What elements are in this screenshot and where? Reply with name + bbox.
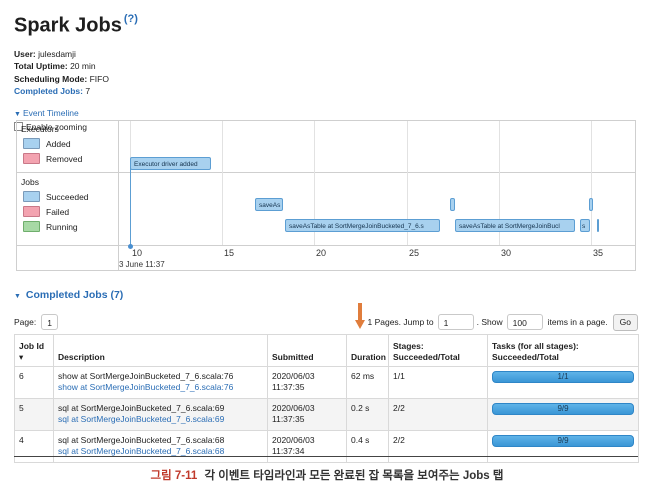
completed-jobs-link[interactable]: Completed Jobs: [14, 86, 83, 97]
job-id-cell: 6 [14, 366, 54, 399]
enable-zooming-option[interactable]: Enable zooming [14, 121, 640, 133]
scheduling-mode-value: FIFO [89, 73, 109, 84]
figure-caption-text: 각 이벤트 타임라인과 모든 완료된 잡 목록을 보여주는 Jobs 탭 [204, 470, 504, 482]
executors-group-title: Executors [21, 124, 59, 134]
timeline-legend-panel: Executors Added Removed Jobs Succeeded F… [17, 121, 119, 270]
table-row: 4 sql at SortMergeJoinBucketed_7_6.scala… [14, 430, 639, 463]
job-description-link[interactable]: show at SortMergeJoinBucketed_7_6.scala:… [58, 382, 234, 392]
tasks-cell: 1/1 [487, 366, 639, 399]
failed-swatch [23, 206, 40, 217]
job-bar[interactable]: saveAsTable at SortMergeJoinBucketed_7_6… [285, 219, 440, 232]
job-bar[interactable]: saveAs [255, 198, 283, 211]
page-size-input[interactable]: 100 [506, 314, 543, 330]
jobs-group-title: Jobs [21, 177, 39, 187]
page-number-button[interactable]: 1 [41, 314, 58, 330]
grid-line [499, 121, 500, 245]
tasks-cell: 9/9 [487, 430, 639, 463]
figure-caption: 그림 7-11 각 이벤트 타임라인과 모든 완료된 잡 목록을 보여주는 Jo… [0, 467, 654, 483]
figure-bottom-rule [14, 456, 638, 457]
job-bar[interactable] [597, 219, 599, 232]
grid-line [591, 121, 592, 245]
job-bar[interactable] [589, 198, 593, 211]
duration-cell: 0.4 s [346, 430, 389, 463]
tasks-progress-bar: 9/9 [492, 435, 634, 447]
timeline-group-divider [17, 172, 635, 173]
axis-tick-label: 15 [224, 248, 235, 258]
table-row: 5 sql at SortMergeJoinBucketed_7_6.scala… [14, 398, 639, 431]
completed-jobs-count: 7 [85, 86, 91, 97]
submitted-cell: 2020/06/03 11:37:35 [267, 398, 347, 431]
go-button[interactable]: Go [612, 313, 638, 331]
stages-cell: 1/1 [388, 366, 488, 399]
user-value: julesdamji [38, 48, 76, 59]
executor-added-event[interactable]: Executor driver added [130, 157, 211, 170]
arrow-down-icon [355, 303, 365, 331]
column-submitted[interactable]: Submitted [267, 334, 347, 367]
job-id-cell: 5 [14, 398, 54, 431]
axis-tick-label: 30 [501, 248, 512, 258]
legend-removed: Removed [23, 153, 82, 164]
description-cell: sql at SortMergeJoinBucketed_7_6.scala:6… [53, 430, 268, 463]
page-title: Spark Jobs (?) [14, 13, 138, 37]
column-duration[interactable]: Duration [346, 334, 389, 367]
timeline-axis-divider [17, 245, 635, 246]
description-cell: sql at SortMergeJoinBucketed_7_6.scala:6… [53, 398, 268, 431]
succeeded-swatch [23, 191, 40, 202]
added-swatch [23, 138, 40, 149]
stages-cell: 2/2 [388, 398, 488, 431]
tasks-progress-bar: 9/9 [492, 403, 634, 415]
completed-jobs-table: Job Id ▾ Description Submitted Duration … [14, 334, 639, 463]
legend-succeeded: Succeeded [23, 191, 89, 202]
job-description-link[interactable]: sql at SortMergeJoinBucketed_7_6.scala:6… [58, 414, 225, 424]
job-bar[interactable] [450, 198, 455, 211]
job-description-link[interactable]: sql at SortMergeJoinBucketed_7_6.scala:6… [58, 446, 225, 456]
column-tasks[interactable]: Tasks (for all stages): Succeeded/Total [487, 334, 639, 367]
tasks-progress-bar: 1/1 [492, 371, 634, 383]
uptime-value: 20 min [70, 61, 96, 72]
axis-tick-label: 20 [316, 248, 327, 258]
column-stages[interactable]: Stages: Succeeded/Total [388, 334, 488, 367]
legend-running: Running [23, 221, 78, 232]
running-swatch [23, 221, 40, 232]
duration-cell: 62 ms [346, 366, 389, 399]
help-link[interactable]: (?) [123, 13, 138, 25]
submitted-cell: 2020/06/03 11:37:35 [267, 366, 347, 399]
grid-line [407, 121, 408, 245]
jump-to-page-input[interactable]: 1 [437, 314, 474, 330]
legend-failed: Failed [23, 206, 69, 217]
column-description[interactable]: Description [53, 334, 268, 367]
grid-line [222, 121, 223, 245]
description-cell: show at SortMergeJoinBucketed_7_6.scala:… [53, 366, 268, 399]
event-timeline[interactable]: Executors Added Removed Jobs Succeeded F… [16, 120, 636, 271]
column-job-id[interactable]: Job Id ▾ [14, 334, 54, 367]
pagination-bar: Page: 1 1 Pages. Jump to 1 . Show 100 it… [14, 312, 638, 332]
caret-down-icon: ▼ [14, 110, 21, 118]
job-bar[interactable]: s [580, 219, 590, 232]
event-timeline-toggle[interactable]: ▼ Event Timeline [14, 107, 79, 118]
figure-number: 그림 7-11 [150, 470, 198, 482]
table-row: 6 show at SortMergeJoinBucketed_7_6.scal… [14, 366, 639, 399]
axis-tick-label: 35 [593, 248, 604, 258]
axis-date-label: 3 June 11:37 [119, 260, 165, 269]
stages-cell: 2/2 [388, 430, 488, 463]
axis-tick-label: 25 [409, 248, 420, 258]
legend-added: Added [23, 138, 71, 149]
tasks-cell: 9/9 [487, 398, 639, 431]
job-summary: User: julesdamji Total Uptime: 20 min Sc… [14, 48, 109, 97]
completed-jobs-heading[interactable]: ▼ Completed Jobs (7) [14, 289, 124, 301]
caret-down-icon: ▼ [14, 293, 21, 300]
executor-marker-dot [128, 244, 133, 249]
removed-swatch [23, 153, 40, 164]
job-id-cell: 4 [14, 430, 54, 463]
grid-line [314, 121, 315, 245]
axis-tick-label: 10 [132, 248, 143, 258]
duration-cell: 0.2 s [346, 398, 389, 431]
executor-marker-line [130, 161, 131, 247]
job-bar[interactable]: saveAsTable at SortMergeJoinBucl [455, 219, 575, 232]
submitted-cell: 2020/06/03 11:37:34 [267, 430, 347, 463]
zoom-checkbox[interactable] [14, 122, 23, 132]
